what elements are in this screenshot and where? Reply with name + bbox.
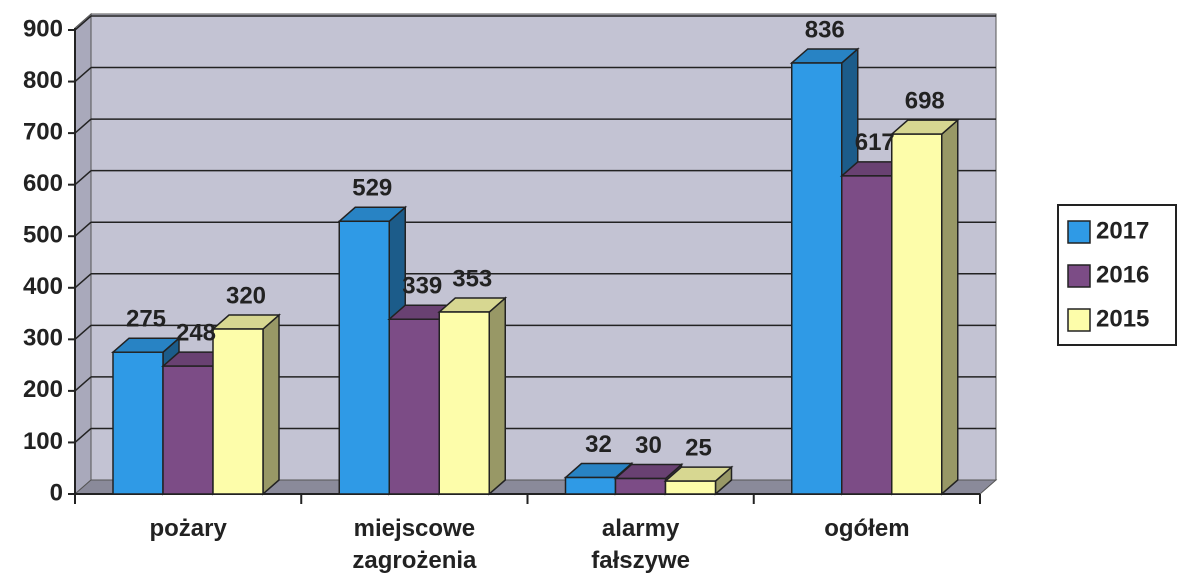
legend-swatch — [1067, 220, 1091, 244]
x-tick-label-line: pożary — [149, 515, 227, 542]
x-tick-label: alarmy fałszywe — [591, 515, 690, 574]
bar — [564, 476, 617, 495]
x-tick-label-line: miejscowe — [354, 515, 475, 542]
value-label: 339 — [402, 273, 442, 300]
bar — [338, 220, 390, 495]
grid-line — [74, 324, 92, 340]
x-tick-label: miejscowe zagrożenia — [352, 515, 477, 574]
value-label: 617 — [855, 129, 895, 156]
bar — [112, 351, 164, 495]
value-label: 320 — [226, 282, 266, 309]
bar-side — [488, 296, 506, 496]
grid-line — [74, 376, 92, 392]
y-tick-label: 700 — [23, 118, 63, 145]
x-tick-label: pożary — [149, 515, 227, 542]
grid-line — [74, 66, 92, 83]
value-label: 353 — [452, 265, 492, 292]
bar — [614, 477, 667, 495]
grid-line — [74, 118, 92, 134]
bar — [212, 328, 264, 495]
grid-line — [74, 273, 92, 289]
x-tick-label-line: fałszywe — [591, 547, 690, 574]
value-label: 275 — [126, 306, 166, 333]
y-tick-label: 800 — [23, 67, 63, 94]
x-tick-label-line: alarmy — [602, 515, 680, 542]
grid-line — [74, 427, 92, 444]
bar-side — [941, 118, 959, 496]
grid-line — [74, 15, 92, 31]
y-tick-label: 100 — [23, 428, 63, 455]
x-tick-label: ogółem — [824, 515, 909, 542]
y-tick-label: 400 — [23, 273, 63, 300]
y-tick-label: 600 — [23, 170, 63, 197]
y-tick-label: 900 — [23, 15, 63, 42]
grid-line — [74, 221, 92, 237]
bar — [162, 365, 214, 495]
bar — [841, 175, 893, 495]
value-label: 529 — [352, 175, 392, 202]
value-label: 836 — [805, 16, 845, 43]
x-tick-label-line: ogółem — [824, 515, 909, 542]
x-tick-label-line: zagrożenia — [352, 547, 477, 574]
y-tick-label: 200 — [23, 376, 63, 403]
value-label: 30 — [635, 432, 662, 459]
legend-swatch — [1067, 264, 1091, 288]
y-tick-label: 300 — [23, 325, 63, 352]
bar — [891, 133, 943, 495]
bar-side — [262, 313, 280, 496]
value-label: 248 — [176, 319, 216, 346]
bar — [388, 318, 440, 495]
value-label: 698 — [905, 87, 945, 114]
value-label: 25 — [685, 434, 712, 461]
side-wall — [74, 12, 92, 496]
legend-label: 2016 — [1096, 261, 1149, 288]
legend-swatch — [1067, 308, 1091, 332]
legend-label: 2015 — [1096, 305, 1149, 332]
legend-label: 2017 — [1096, 217, 1149, 244]
bar — [664, 480, 717, 495]
bar — [791, 62, 843, 495]
grid-line — [74, 170, 92, 186]
bar — [438, 311, 490, 495]
y-tick-label: 0 — [50, 479, 63, 506]
value-label: 32 — [585, 431, 612, 458]
y-tick-label: 500 — [23, 222, 63, 249]
